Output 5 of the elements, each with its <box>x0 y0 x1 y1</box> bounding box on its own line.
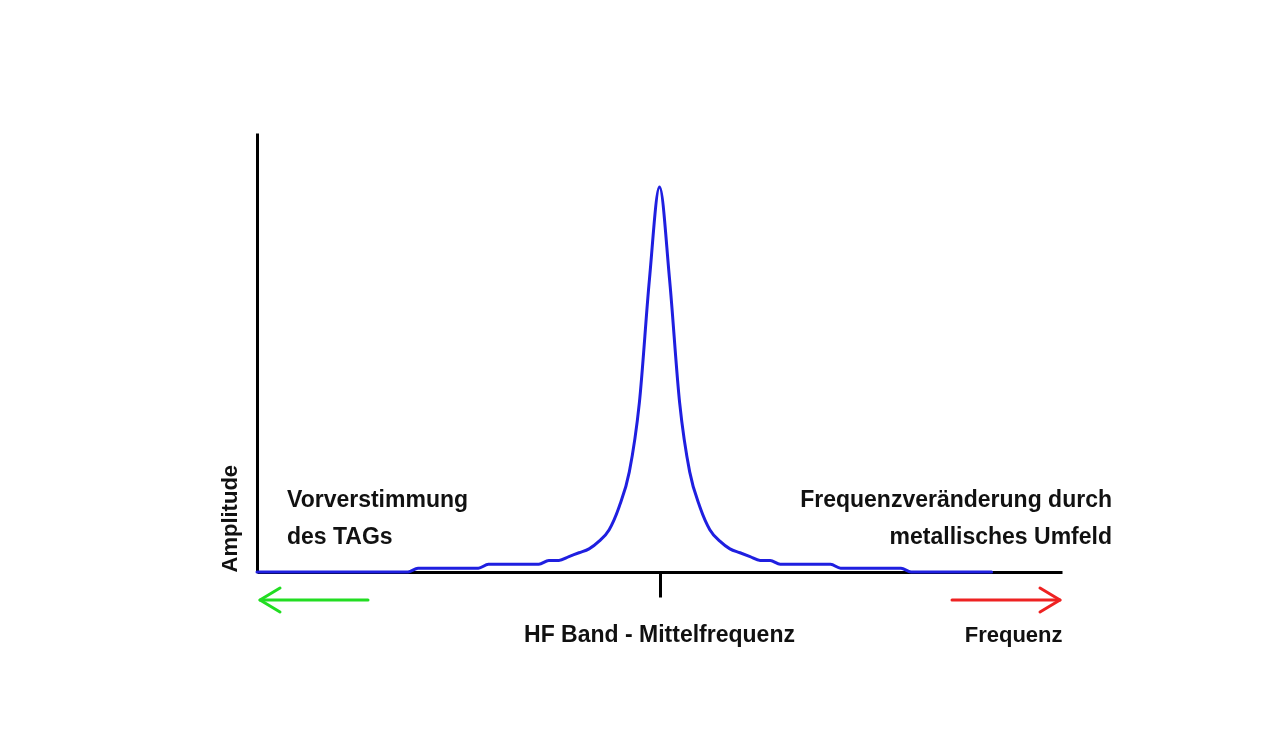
y-axis-title: Amplitude <box>216 464 242 573</box>
annotation: Vorverstimmung des TAGs <box>287 486 469 549</box>
x-axis-title: Frequenz <box>964 621 1063 647</box>
text: HF Band - Mittelfrequenz <box>524 621 795 647</box>
annotation: Frequenzveränderung durch metallisches Umfeld <box>800 486 1112 549</box>
